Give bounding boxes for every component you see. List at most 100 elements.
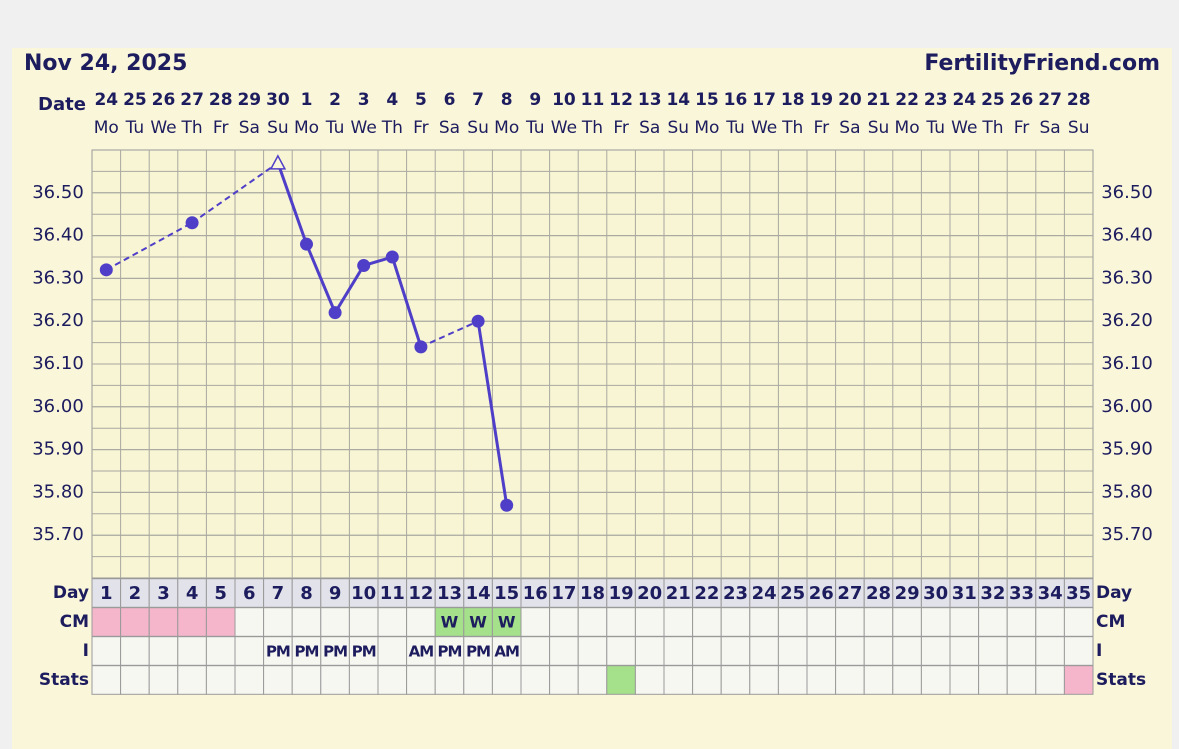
table-cell xyxy=(463,607,493,637)
y2-tick-label: 36.30 xyxy=(1101,267,1153,288)
weekday-label: Su xyxy=(868,118,890,138)
table-cell xyxy=(835,636,865,666)
table-cell xyxy=(949,636,980,666)
table-cell xyxy=(148,578,179,608)
table-cell xyxy=(91,636,122,666)
date-label: 12 xyxy=(609,90,633,110)
table-cell xyxy=(263,607,293,637)
cycle-day: 33 xyxy=(1009,583,1034,604)
weekday-label: Fr xyxy=(613,118,629,138)
cycle-day: 1 xyxy=(100,583,113,604)
weekday-label: Tu xyxy=(525,118,545,138)
table-cell xyxy=(1035,665,1065,695)
cycle-day: 28 xyxy=(866,583,891,604)
table-cell xyxy=(949,607,980,637)
table-cell xyxy=(1063,636,1094,666)
table-cell xyxy=(291,607,322,637)
table-cell xyxy=(692,636,722,666)
table-cell xyxy=(577,607,608,637)
table-cell xyxy=(1006,607,1037,637)
y2-tick-label: 36.20 xyxy=(1101,310,1153,331)
cycle-day: 5 xyxy=(214,583,227,604)
date-label: 30 xyxy=(266,90,290,110)
temperature-line xyxy=(476,320,509,506)
table-cell xyxy=(606,607,636,637)
cycle-day: 18 xyxy=(580,583,605,604)
table-cell xyxy=(177,665,207,695)
weekday-label: Mo xyxy=(294,118,319,138)
point xyxy=(300,237,313,251)
date-label: 25 xyxy=(981,90,1005,110)
intercourse-label: PM xyxy=(438,643,462,661)
table-cell xyxy=(148,607,179,637)
table-cell xyxy=(377,665,408,695)
table-cell xyxy=(1035,607,1065,637)
table-cell xyxy=(348,665,379,695)
date-label: Date xyxy=(38,94,86,115)
weekday-label: Sa xyxy=(439,118,460,138)
table-cell xyxy=(949,665,980,695)
table-cell xyxy=(234,607,265,637)
table-cell xyxy=(1063,578,1094,608)
cycle-day: 4 xyxy=(186,583,199,604)
table-cell xyxy=(205,636,236,666)
intercourse-label: PM xyxy=(266,643,290,661)
table-cell xyxy=(177,578,207,608)
table-cell xyxy=(177,607,207,637)
weekday-label: Th xyxy=(781,118,803,138)
table-cell xyxy=(263,636,293,666)
date-label: 7 xyxy=(472,90,484,110)
weekday-label: Sa xyxy=(839,118,860,138)
date-label: 21 xyxy=(867,90,891,110)
date-label: 10 xyxy=(552,90,576,110)
cm-label: W xyxy=(469,613,487,632)
table-cell xyxy=(549,665,579,695)
weekday-label: We xyxy=(551,118,577,138)
intercourse-label: PM xyxy=(352,643,376,661)
y-tick-label: 36.30 xyxy=(32,267,84,288)
y-tick-label: 36.20 xyxy=(32,310,84,331)
table-cell xyxy=(120,607,150,637)
table-cell xyxy=(491,665,522,695)
table-cell xyxy=(91,607,122,637)
table-cell xyxy=(406,636,436,666)
date-label: 14 xyxy=(666,90,690,110)
intercourse-label: AM xyxy=(494,643,519,661)
table-cell xyxy=(663,607,694,637)
weekday-label: Tu xyxy=(925,118,945,138)
table-cell xyxy=(549,607,579,637)
date-label: 19 xyxy=(809,90,833,110)
table-cell xyxy=(1063,607,1094,637)
table-cell xyxy=(491,607,522,637)
date-label: 25 xyxy=(123,90,147,110)
table-cell xyxy=(978,636,1008,666)
table-cell xyxy=(978,578,1008,608)
weekday-label: We xyxy=(751,118,777,138)
table-cell xyxy=(434,578,465,608)
table-cell xyxy=(634,636,665,666)
table-cell xyxy=(377,578,408,608)
chart-title: Nov 24, 2025 xyxy=(24,51,187,76)
table-cell xyxy=(520,665,551,695)
y2-tick-label: 36.10 xyxy=(1101,353,1153,374)
weekday-label: Tu xyxy=(125,118,145,138)
date-label: 28 xyxy=(1067,90,1091,110)
table-cell xyxy=(263,665,293,695)
table-cell xyxy=(920,636,951,666)
date-label: 2 xyxy=(329,90,341,110)
table-cell xyxy=(920,665,951,695)
table-cell xyxy=(720,665,751,695)
table-cell xyxy=(634,607,665,637)
cycle-day: 13 xyxy=(437,583,462,604)
point-triangle xyxy=(269,154,287,170)
gap-connector xyxy=(420,320,479,348)
row-label: I xyxy=(1096,641,1102,661)
table-cell xyxy=(606,636,636,666)
y2-tick-label: 36.00 xyxy=(1101,396,1153,417)
table-cell xyxy=(291,636,322,666)
weekday-label: Su xyxy=(467,118,489,138)
date-label: 28 xyxy=(209,90,233,110)
date-label: 18 xyxy=(781,90,805,110)
y-tick-label: 35.80 xyxy=(32,481,84,502)
